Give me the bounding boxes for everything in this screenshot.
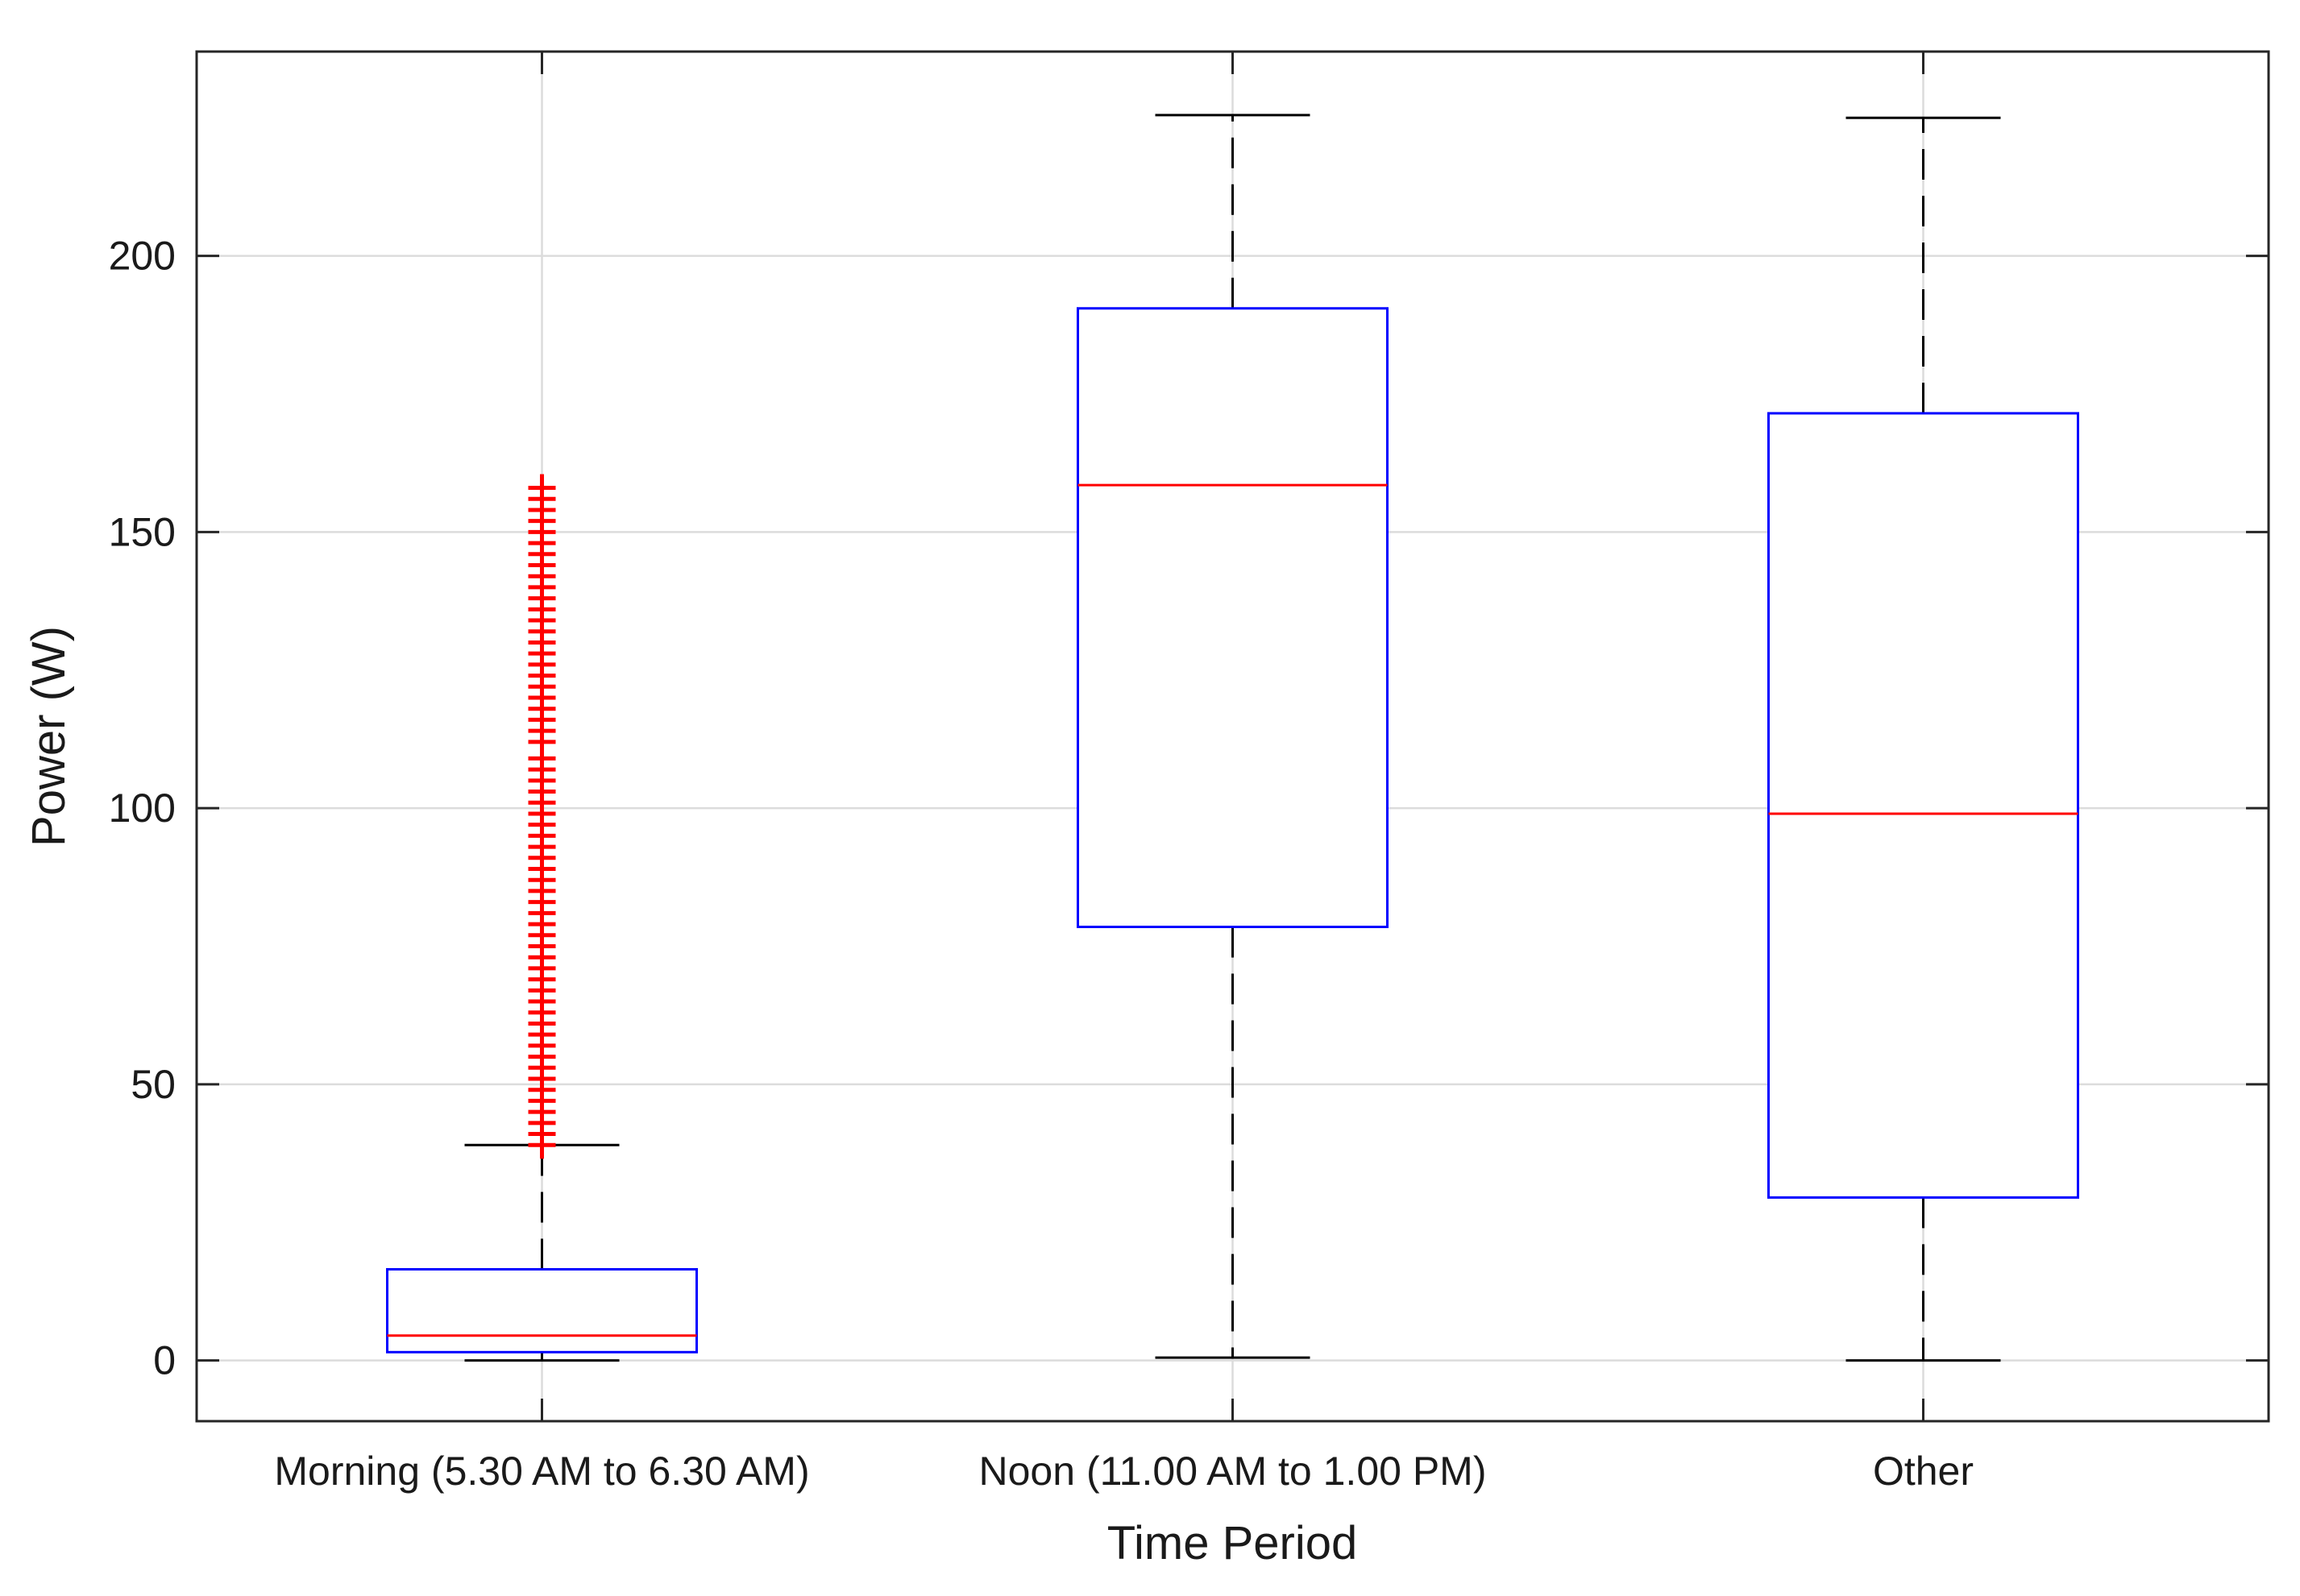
axis-ticks bbox=[197, 52, 2269, 1421]
iqr-box bbox=[1077, 307, 1389, 928]
boxes bbox=[386, 114, 2079, 1362]
x-axis-label: Time Period bbox=[1107, 1517, 1358, 1569]
y-tick-label: 150 bbox=[109, 509, 176, 554]
tick-labels: 0 50 100 150 200 Morning (5.30 AM to 6.30 AM)… bbox=[109, 234, 1974, 1494]
y-tick-label: 100 bbox=[109, 786, 176, 831]
y-axis-label: Power (W) bbox=[23, 626, 75, 847]
outlier-marker bbox=[528, 474, 556, 502]
iqr-box bbox=[386, 1267, 698, 1353]
box-group bbox=[1767, 116, 2079, 1362]
x-tick-label: Noon (11.00 AM to 1.00 PM) bbox=[979, 1449, 1487, 1494]
x-tick-label: Other bbox=[1873, 1449, 1974, 1494]
y-tick-label: 200 bbox=[109, 234, 176, 279]
x-tick-label: Morning (5.30 AM to 6.30 AM) bbox=[274, 1449, 809, 1494]
y-tick-label: 50 bbox=[131, 1062, 176, 1107]
outliers bbox=[528, 474, 556, 1159]
y-tick-label: 0 bbox=[153, 1338, 176, 1383]
iqr-box bbox=[1767, 412, 2079, 1199]
box-group bbox=[1077, 114, 1389, 1359]
